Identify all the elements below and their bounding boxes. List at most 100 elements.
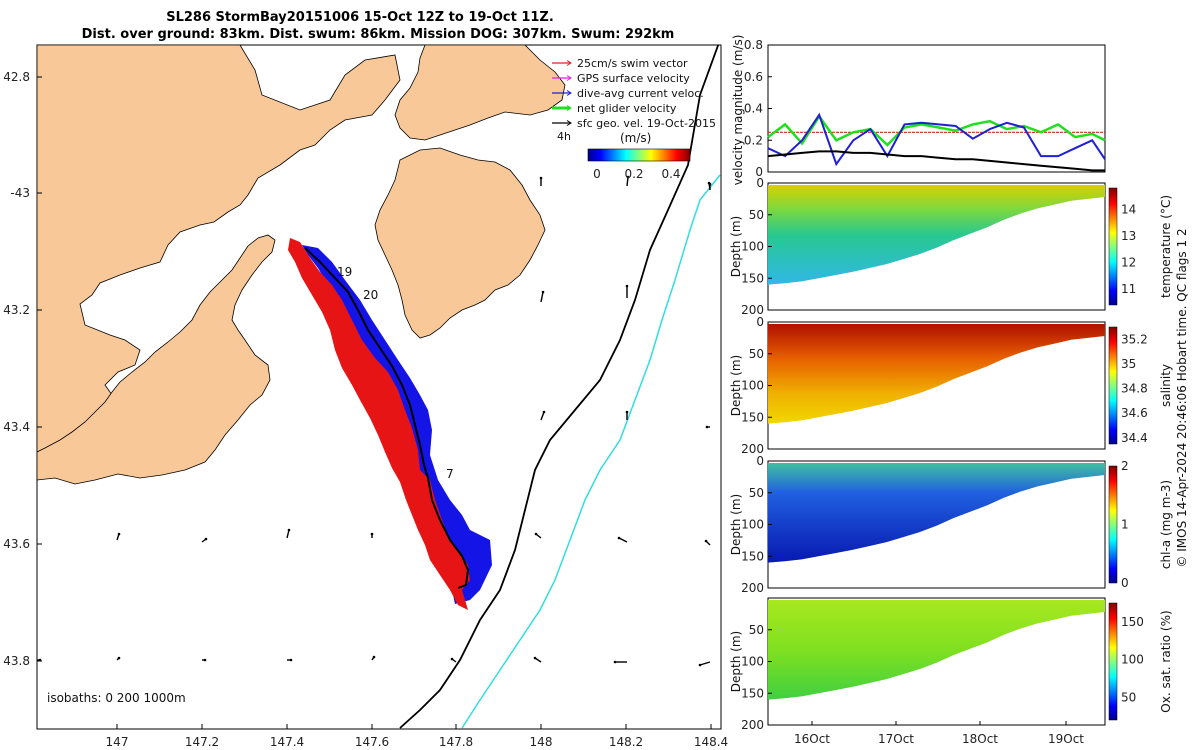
- colorbar-tick-label: 35: [1121, 357, 1136, 371]
- track-glider-path: [304, 247, 470, 589]
- title-line-1: SL286 StormBay20151006 15-Oct 12Z to 19-…: [166, 10, 554, 25]
- colorbar-tick-label: 11: [1121, 282, 1136, 296]
- map-y-tick-label: 43.2: [3, 303, 30, 317]
- legend-arrowhead: [566, 90, 572, 96]
- colorbar-tick-label: 35.2: [1121, 332, 1148, 346]
- section-y-tick-label: 0: [756, 315, 764, 329]
- section-y-tick-label: 100: [741, 655, 764, 669]
- geo-velocity-arrowhead: [539, 176, 543, 180]
- geo-velocity-arrowhead: [708, 182, 712, 186]
- section-y-tick-label: 100: [741, 240, 764, 254]
- velocity-y-tick-label: 0.4: [744, 102, 763, 116]
- velocity-y-tick-label: 0.2: [744, 133, 763, 147]
- velocity-magnitude-panel: 0 0.2 0.4 0.6 0.8 velocity magnitude (m/s): [731, 35, 1106, 186]
- section-y-tick-label: 200: [741, 303, 764, 317]
- map-x-tick-label: 148: [530, 735, 553, 749]
- velocity-ylabel: velocity magnitude (m/s): [731, 35, 745, 186]
- velocity-y-tick-label: 0.8: [744, 38, 763, 52]
- date-tick-label: 17Oct: [878, 732, 914, 746]
- geo-velocity-arrowhead: [625, 410, 629, 414]
- section-ylabel: Depth (m): [729, 355, 743, 416]
- track-label-20: 20: [363, 288, 378, 302]
- legend-label: dive-avg current veloc.: [577, 87, 704, 100]
- colorbar-tick-label: 34.4: [1121, 431, 1148, 445]
- section-colorbar-label: Ox. sat. ratio (%): [1159, 610, 1173, 712]
- section-data-field: [768, 324, 1105, 424]
- section-panel: 0 50 100 150 200 Depth (m) 11 12 13 14 temperature…: [729, 176, 1173, 317]
- title-line-2: Dist. over ground: 83km. Dist. swum: 86k…: [82, 27, 675, 42]
- colorbar-tick-label: 50: [1121, 690, 1136, 704]
- velocity-series-line: [767, 150, 1105, 172]
- geo-velocity-arrowhead: [534, 532, 538, 536]
- map-content: 19 20 7: [37, 45, 721, 729]
- section-y-tick-label: 50: [749, 623, 764, 637]
- geo-velocity-arrowhead: [117, 532, 121, 536]
- section-y-tick-label: 200: [741, 718, 764, 732]
- geo-velocity-arrowhead: [533, 656, 537, 660]
- section-panel: 0 50 100 150 200 Depth (m) 34.4 34.6 34.8 35 35.2 s…: [729, 315, 1173, 456]
- section-data-field: [768, 463, 1105, 563]
- geo-velocity-arrow: [286, 529, 290, 539]
- speed-colorbar: [587, 148, 691, 162]
- geo-velocity-arrow: [540, 411, 545, 421]
- legend-label: net glider velocity: [577, 102, 677, 115]
- map-y-axis: 42.8 -43 43.2 43.4 43.6 43.8: [3, 70, 42, 668]
- map-x-axis: 147 147.2 147.4 147.6 147.8 148 148.2 148.4: [106, 724, 728, 749]
- colorbar-tick-label: 14: [1121, 202, 1136, 216]
- geo-velocity-arrowhead: [613, 660, 617, 664]
- geo-velocity-arrowhead: [541, 290, 545, 294]
- geo-velocity-arrow: [618, 537, 628, 543]
- legend-arrowhead: [566, 105, 572, 111]
- section-y-tick-label: 0: [756, 176, 764, 190]
- colorbar-unit: (m/s): [620, 131, 651, 145]
- section-y-tick-label: 200: [741, 442, 764, 456]
- geo-velocity-arrowhead: [117, 656, 121, 660]
- map-x-tick-label: 148.4: [694, 735, 728, 749]
- track-current-velocity: [302, 245, 492, 604]
- land-lower-west: [37, 234, 276, 485]
- section-ylabel: Depth (m): [729, 631, 743, 692]
- geo-velocity-arrowhead: [625, 284, 629, 288]
- colorbar-tick-label: 12: [1121, 255, 1136, 269]
- section-data-field: [768, 185, 1105, 285]
- velocity-frame: [767, 44, 1106, 173]
- geo-velocity-arrowhead: [617, 536, 621, 540]
- section-y-tick-label: 50: [749, 486, 764, 500]
- section-colorbar-label: salinity: [1159, 364, 1173, 407]
- date-tick-label: 16Oct: [794, 732, 830, 746]
- geo-velocity-arrowhead: [287, 528, 291, 532]
- colorbar-tick-label: 0: [1121, 576, 1129, 590]
- colorbar-tick-label: 1: [1121, 518, 1129, 532]
- section-y-tick-label: 0: [756, 454, 764, 468]
- geo-velocity-arrowhead: [370, 532, 374, 536]
- isobath-1000m: [461, 174, 721, 729]
- section-y-tick-label: 150: [741, 410, 764, 424]
- map-y-tick-label: 42.8: [3, 70, 30, 84]
- map-y-tick-label: -43: [10, 186, 30, 200]
- colorbar-tick-02: 0.2: [624, 167, 643, 181]
- track-label-19: 19: [337, 265, 352, 279]
- section-y-tick-label: 50: [749, 347, 764, 361]
- map-y-tick-label: 43.8: [3, 654, 30, 668]
- geo-velocity-arrowhead: [626, 175, 630, 179]
- colorbar-tick-label: 150: [1121, 615, 1144, 629]
- colorbar-tick-label: 2: [1121, 459, 1129, 473]
- isobaths-note: isobaths: 0 200 1000m: [47, 691, 186, 705]
- map-y-tick-label: 43.6: [3, 537, 30, 551]
- map-y-tick-label: 43.4: [3, 420, 30, 434]
- section-y-tick-label: 200: [741, 581, 764, 595]
- geo-velocity-arrowhead: [705, 425, 709, 429]
- date-tick-label: 19Oct: [1048, 732, 1084, 746]
- velocity-y-tick-label: 0.6: [744, 70, 763, 84]
- colorbar-tick-0: 0: [593, 167, 601, 181]
- velocity-y-tick-label: 0: [755, 165, 763, 179]
- section-ylabel: Depth (m): [729, 216, 743, 277]
- section-colorbar: [1108, 602, 1118, 721]
- map-x-tick-label: 147.2: [185, 735, 219, 749]
- land-east: [374, 147, 546, 339]
- geo-velocity-arrow: [540, 291, 544, 303]
- colorbar-tick-label: 34.6: [1121, 406, 1148, 420]
- section-colorbar: [1108, 326, 1118, 445]
